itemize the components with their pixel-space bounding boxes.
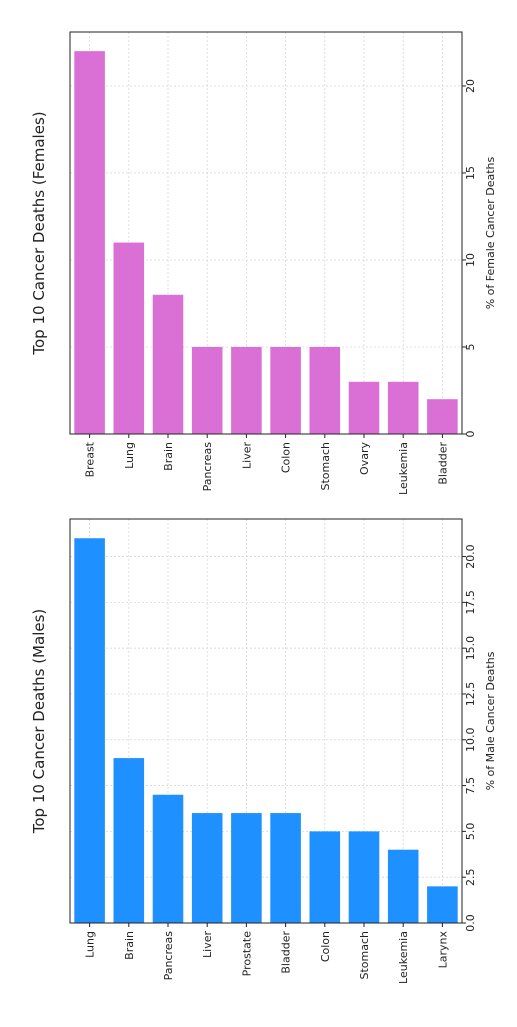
male-bar-larynx	[427, 886, 458, 923]
male-category-label: Larynx	[436, 931, 449, 969]
female-bar-colon	[270, 346, 301, 434]
female-category-label: Bladder	[436, 442, 449, 485]
female-value-tick-label: 15	[464, 166, 477, 180]
female-bar-brain	[152, 294, 184, 434]
male-category-label: Brain	[123, 931, 136, 960]
male-bar-colon	[309, 831, 341, 923]
female-bar-liver	[231, 346, 262, 434]
male-value-tick-label: 20.0	[464, 544, 477, 569]
male-category-label: Bladder	[280, 931, 293, 974]
male-value-tick-label: 10.0	[464, 728, 477, 753]
female-category-label: Lung	[123, 442, 136, 469]
male-category-label: Liver	[201, 931, 214, 958]
male-value-axis-label: % of Male Cancer Deaths	[484, 651, 497, 790]
female-bar-bladder	[427, 399, 458, 434]
male-chart-title: Top 10 Cancer Deaths (Males)	[30, 609, 48, 835]
male-value-tick-label: 5.0	[464, 823, 477, 841]
male-value-tick-label: 2.5	[464, 868, 477, 886]
female-value-tick-label: 0	[464, 431, 477, 438]
male-category-label: Pancreas	[162, 931, 175, 981]
male-value-tick-label: 12.5	[464, 682, 477, 707]
female-category-label: Stomach	[319, 442, 332, 491]
chart-panel-female: Breast Lung Brain Pancreas Liver Colon Stomach…	[30, 31, 497, 495]
female-value-tick-label: 20	[464, 79, 477, 93]
female-category-label: Leukemia	[397, 442, 410, 495]
female-value-axis-label: % of Female Cancer Deaths	[484, 156, 497, 309]
female-value-tick-label: 10	[464, 253, 477, 267]
female-chart-title: Top 10 Cancer Deaths (Females)	[30, 111, 48, 355]
female-bar-stomach	[309, 346, 341, 434]
male-bar-lung	[74, 538, 105, 923]
male-value-tick-label: 15.0	[464, 636, 477, 661]
female-bar-breast	[74, 51, 105, 435]
male-bar-stomach	[348, 831, 380, 923]
male-category-label: Colon	[319, 931, 332, 962]
male-bar-leukemia	[387, 849, 419, 923]
female-category-label: Ovary	[358, 442, 371, 475]
male-category-label: Leukemia	[397, 931, 410, 984]
male-value-tick-label: 0.0	[464, 914, 477, 932]
male-bar-pancreas	[152, 794, 184, 923]
female-bar-pancreas	[191, 346, 223, 434]
female-axes-frame	[69, 31, 463, 435]
male-bar-bladder	[270, 813, 301, 923]
male-bar-prostate	[231, 813, 262, 923]
female-bar-ovary	[348, 381, 380, 434]
male-bar-liver	[191, 813, 223, 923]
female-value-tick-label: 5	[464, 343, 477, 350]
male-category-label: Lung	[84, 931, 97, 958]
female-category-label: Breast	[84, 441, 97, 477]
male-value-tick-label: 17.5	[464, 590, 477, 615]
female-bar-lung	[113, 242, 145, 434]
male-category-label: Prostate	[240, 931, 253, 977]
female-bar-leukemia	[387, 381, 419, 434]
male-axes-frame	[69, 518, 463, 924]
female-category-label: Pancreas	[201, 442, 214, 492]
female-category-label: Colon	[280, 442, 293, 473]
female-category-label: Brain	[162, 442, 175, 471]
female-category-label: Liver	[240, 442, 253, 469]
male-bar-brain	[113, 758, 145, 923]
male-category-label: Stomach	[358, 931, 371, 980]
chart-panel-male: Lung Brain Pancreas Liver Prostate Bladder Col…	[30, 518, 497, 984]
male-value-tick-label: 7.5	[464, 777, 477, 795]
